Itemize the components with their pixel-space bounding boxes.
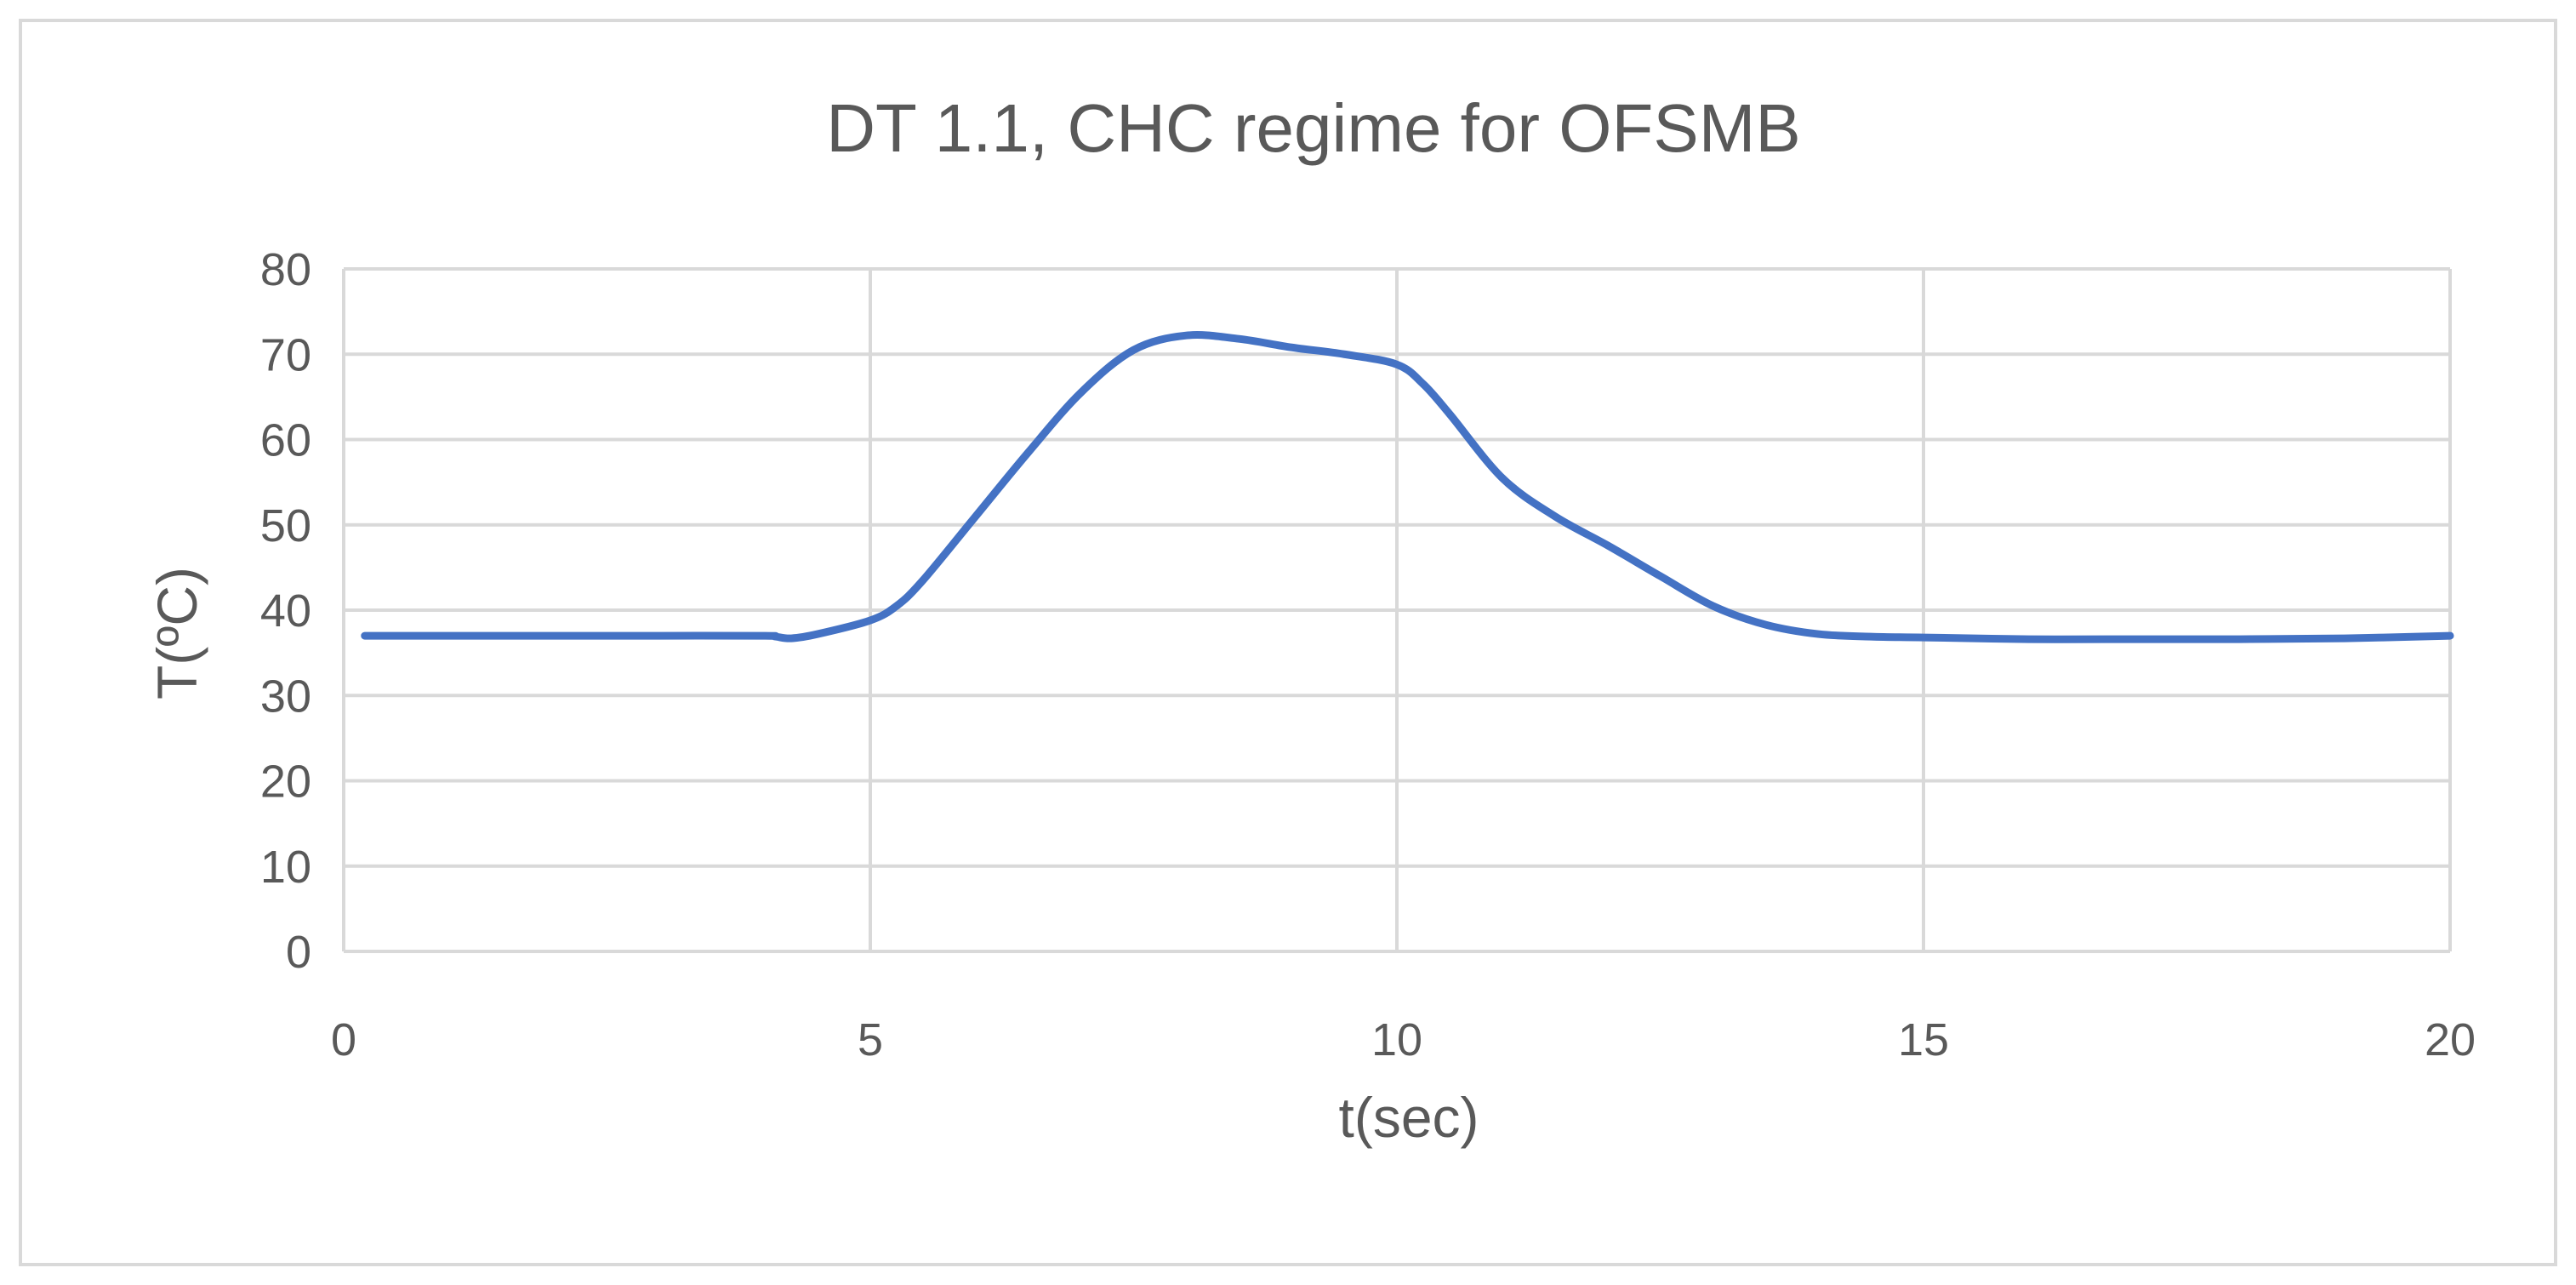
y-tick-label: 10	[260, 842, 311, 893]
y-tick-label: 40	[260, 585, 311, 637]
series-layer	[361, 331, 2454, 643]
chart-frame: DT 1.1, CHC regime for OFSMB 0 5 10 15 20 0 1…	[19, 19, 2557, 1266]
x-tick-label: 5	[858, 1014, 883, 1065]
y-tick-label: 0	[286, 927, 311, 978]
gridlines	[342, 267, 2452, 953]
y-tick-label: 50	[260, 500, 311, 551]
series-line-temperature	[361, 331, 2454, 643]
line-chart: DT 1.1, CHC regime for OFSMB 0 5 10 15 20 0 1…	[145, 90, 2476, 1149]
x-axis-title: t(sec)	[1339, 1086, 1479, 1149]
y-tick-label: 80	[260, 244, 311, 295]
x-tick-label: 15	[1898, 1014, 1949, 1065]
x-axis-ticks: 0 5 10 15 20	[331, 1014, 2476, 1065]
chart-title: DT 1.1, CHC regime for OFSMB	[826, 90, 1800, 166]
y-tick-label: 20	[260, 757, 311, 808]
y-tick-label: 70	[260, 329, 311, 380]
x-tick-label: 0	[331, 1014, 356, 1065]
y-tick-label: 60	[260, 415, 311, 466]
y-axis-ticks: 0 10 20 30 40 50 60 70 80	[260, 244, 311, 978]
y-axis-title: T(ºC)	[145, 567, 208, 700]
y-tick-label: 30	[260, 671, 311, 722]
x-tick-label: 20	[2425, 1014, 2476, 1065]
x-tick-label: 10	[1371, 1014, 1422, 1065]
